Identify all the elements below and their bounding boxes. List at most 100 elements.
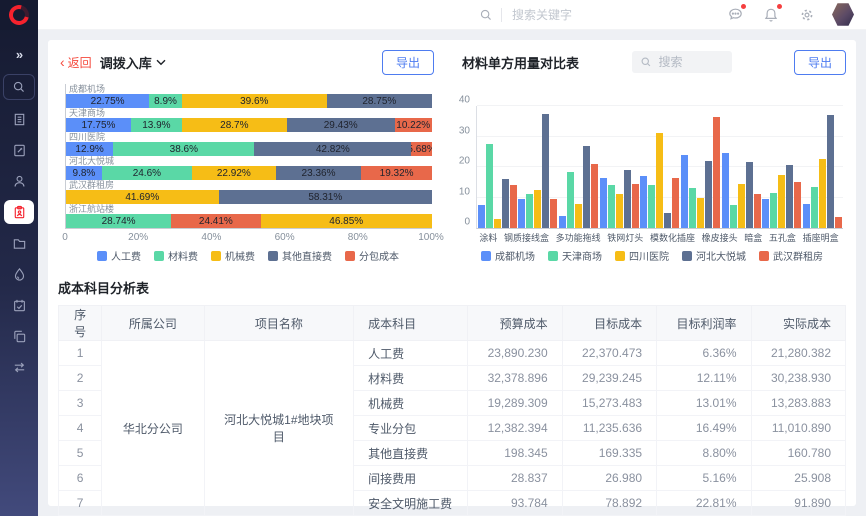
legend-swatch bbox=[481, 250, 491, 261]
bar bbox=[583, 145, 591, 228]
value-cell: 6.36% bbox=[656, 340, 752, 366]
messages-button[interactable] bbox=[726, 3, 746, 24]
bar-segment: 29.43% bbox=[286, 118, 395, 132]
legend-item[interactable]: 天津商场 bbox=[548, 248, 602, 263]
value-cell: 160.780 bbox=[750, 440, 847, 466]
row-index-cell: 6 bbox=[57, 465, 103, 491]
bar-segment: 41.69% bbox=[66, 190, 219, 204]
value-cell: 15,273.483 bbox=[561, 390, 658, 416]
bar-group bbox=[681, 106, 721, 228]
cost-subject-cell: 材料费 bbox=[353, 365, 469, 391]
sidebar-item-document[interactable] bbox=[4, 138, 34, 162]
value-cell: 11,010.890 bbox=[750, 415, 847, 441]
company-cell: 华北分公司 bbox=[101, 340, 205, 516]
row-index-cell: 4 bbox=[57, 415, 103, 441]
row-index-cell: 2 bbox=[57, 365, 103, 391]
value-cell: 13.01% bbox=[656, 390, 752, 416]
legend-item[interactable]: 成都机场 bbox=[481, 248, 535, 263]
value-cell: 30,238.930 bbox=[750, 365, 847, 391]
right-export-button[interactable]: 导出 bbox=[793, 49, 846, 75]
sidebar-expand-icon[interactable]: » bbox=[15, 46, 23, 62]
legend-item[interactable]: 武汉群租房 bbox=[759, 248, 823, 263]
project-cell: 河北大悦城1#地块项目 bbox=[203, 340, 355, 516]
bar bbox=[770, 192, 778, 228]
chart-search-input[interactable] bbox=[656, 54, 721, 70]
sidebar-search-icon[interactable] bbox=[3, 74, 35, 100]
y-axis-tick: 0 bbox=[464, 216, 470, 228]
legend-label: 天津商场 bbox=[562, 252, 602, 263]
global-search-input[interactable] bbox=[510, 6, 624, 23]
sidebar-item-transfer[interactable] bbox=[4, 355, 34, 379]
bar-category-label: 四川医院 bbox=[69, 132, 106, 142]
bar bbox=[550, 199, 558, 228]
sidebar-item-water-drop[interactable] bbox=[4, 262, 34, 286]
bar-category-label: 成都机场 bbox=[69, 84, 106, 94]
gridline bbox=[477, 105, 843, 106]
value-cell: 78.892 bbox=[561, 490, 658, 516]
cost-subject-cell: 其他直接费 bbox=[353, 440, 469, 466]
value-cell: 12.11% bbox=[656, 365, 752, 391]
legend-item[interactable]: 河北大悦城 bbox=[682, 248, 746, 263]
legend-item[interactable]: 机械费 bbox=[211, 248, 255, 263]
back-label: 返回 bbox=[67, 55, 92, 70]
sidebar-item-project-active[interactable] bbox=[4, 200, 34, 224]
table-row: 4 专业分包 12,382.394 11,235.636 16.49% 11,010.89… bbox=[57, 415, 847, 441]
bar-group bbox=[640, 106, 680, 228]
sidebar-item-folder[interactable] bbox=[4, 231, 34, 255]
legend-item[interactable]: 材料费 bbox=[154, 248, 198, 263]
bar-segment: 39.6% bbox=[181, 94, 327, 108]
back-link[interactable]: ‹ 返回 bbox=[60, 54, 92, 71]
x-axis-tick: 20% bbox=[128, 232, 149, 243]
legend-item[interactable]: 四川医院 bbox=[615, 248, 669, 263]
x-axis-label: 涂料 bbox=[479, 233, 498, 243]
global-search[interactable] bbox=[479, 6, 624, 23]
left-export-button[interactable]: 导出 bbox=[381, 49, 434, 75]
bar-segment: 58.31% bbox=[218, 190, 432, 204]
value-cell: 25.908 bbox=[750, 465, 847, 491]
sidebar-item-user[interactable] bbox=[4, 169, 34, 193]
bar bbox=[534, 189, 542, 228]
stacked-bar: 22.75% 8.9% 39.6% 28.75% bbox=[66, 94, 432, 108]
value-cell: 19,289.309 bbox=[467, 390, 563, 416]
legend-label: 材料费 bbox=[168, 252, 198, 263]
legend-swatch bbox=[759, 250, 769, 261]
table-row: 3 机械费 19,289.309 15,273.483 13.01% 13,283.883 bbox=[57, 390, 847, 416]
bar-group bbox=[803, 106, 843, 228]
cost-subject-cell: 专业分包 bbox=[353, 415, 469, 441]
sidebar-item-calendar[interactable] bbox=[4, 293, 34, 317]
legend-swatch bbox=[154, 250, 164, 261]
column-header: 预算成本 bbox=[467, 305, 563, 341]
logo-c-icon bbox=[5, 1, 33, 29]
legend-item[interactable]: 其他直接费 bbox=[268, 248, 332, 263]
left-chart-title: 调拨入库 bbox=[99, 55, 152, 71]
stacked-bar: 28.74% 24.41% 46.85% bbox=[66, 214, 432, 228]
chart-search[interactable] bbox=[631, 51, 732, 73]
bar bbox=[737, 183, 745, 228]
notifications-button[interactable] bbox=[762, 3, 782, 24]
sidebar: » bbox=[0, 0, 38, 516]
sidebar-item-copy[interactable] bbox=[4, 324, 34, 348]
app-logo[interactable] bbox=[0, 0, 38, 30]
bar bbox=[648, 185, 656, 228]
x-axis-label: 插座明盒 bbox=[802, 233, 839, 243]
settings-button[interactable] bbox=[798, 6, 816, 24]
row-index-cell: 7 bbox=[57, 490, 103, 516]
right-chart-header: 材料单方用量对比表 导出 bbox=[462, 49, 846, 75]
bar-segment: 46.85% bbox=[260, 214, 432, 228]
value-cell: 11,235.636 bbox=[561, 415, 658, 441]
y-axis-tick: 30 bbox=[458, 125, 470, 136]
user-avatar[interactable] bbox=[832, 3, 854, 26]
bar-category-label: 河北大悦城 bbox=[69, 156, 115, 166]
sidebar-item-company[interactable] bbox=[4, 107, 34, 131]
legend-item[interactable]: 分包成本 bbox=[345, 248, 399, 263]
bar bbox=[518, 199, 526, 228]
column-header: 序号 bbox=[57, 305, 103, 341]
value-cell: 22,370.473 bbox=[561, 340, 658, 366]
left-chart-title-dropdown[interactable]: 调拨入库 bbox=[100, 53, 166, 72]
bar-group bbox=[599, 106, 639, 228]
legend-item[interactable]: 人工费 bbox=[97, 248, 141, 263]
left-chart-legend: 人工费 材料费 机械费 其他直接费 分包成本 bbox=[48, 248, 448, 263]
value-cell: 26.980 bbox=[561, 465, 658, 491]
bar bbox=[794, 182, 802, 228]
